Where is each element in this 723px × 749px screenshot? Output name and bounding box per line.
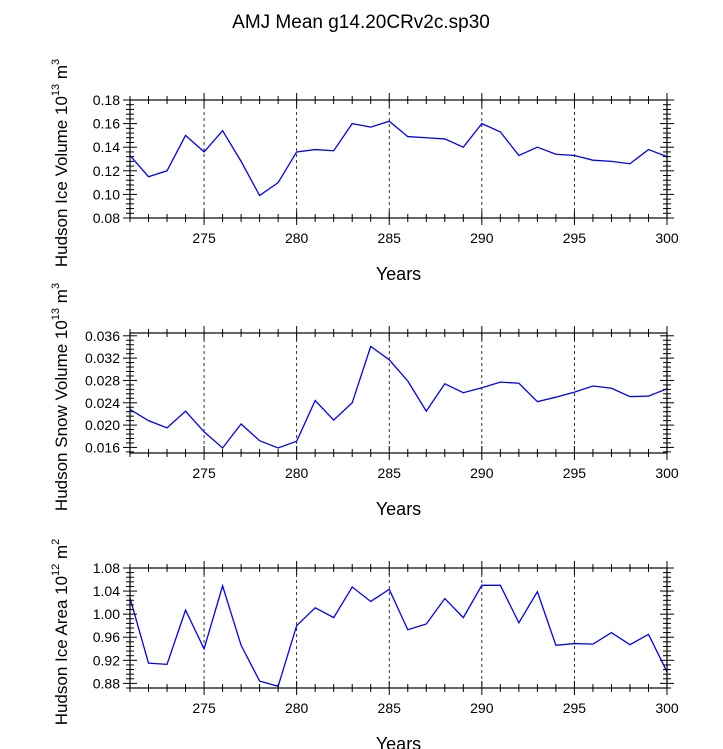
y-tick-label: 0.028 (85, 372, 120, 388)
x-tick-label: 280 (285, 700, 309, 716)
y-axis-title: Hudson Ice Area 1012 m2 (50, 539, 71, 726)
series-line (129, 120, 668, 197)
y-tick-label: 0.18 (93, 92, 120, 108)
y-axis-title-exp: 3 (50, 59, 62, 65)
y-tick-label: 0.020 (85, 417, 120, 433)
y-tick-label: 0.10 (93, 186, 120, 202)
chart-title: AMJ Mean g14.20CRv2c.sp30 (232, 12, 490, 33)
x-tick-label: 300 (655, 465, 679, 481)
x-axis-title: Years (376, 734, 421, 749)
y-tick-label: 0.032 (85, 350, 120, 366)
x-tick-label: 285 (378, 465, 402, 481)
x-tick-label: 275 (192, 465, 216, 481)
y-axis-title-main: Hudson Ice Volume 10 (52, 96, 71, 267)
x-tick-label: 295 (563, 700, 587, 716)
y-tick-label: 1.08 (93, 560, 120, 576)
x-tick-label: 275 (192, 700, 216, 716)
x-axis-title: Years (376, 499, 421, 519)
y-axis-title-unit: m (52, 545, 71, 564)
panel-2: 275 280 285 290 295 300 0.016 0.020 0.024 0.028 0.… (50, 283, 679, 519)
y-tick-label: 0.024 (85, 395, 120, 411)
y-tick-label: 0.08 (93, 210, 120, 226)
y-axis-title-unit: m (52, 289, 71, 308)
series-line (129, 345, 668, 449)
y-tick-label: 0.016 (85, 439, 120, 455)
x-tick-label: 295 (563, 465, 587, 481)
plot-frame (129, 99, 668, 219)
y-axis-title: Hudson Ice Volume 1013 m3 (50, 59, 71, 267)
y-axis-title-exp: 13 (50, 84, 62, 96)
x-tick-label: 285 (378, 700, 402, 716)
panel-1: 275 280 285 290 295 300 0.08 0.10 0.12 0.14 0.16 0.… (50, 59, 679, 284)
y-tick-label: 0.036 (85, 328, 120, 344)
x-tick-label: 290 (470, 700, 494, 716)
y-tick-label: 1.04 (93, 583, 120, 599)
y-axis-title-exp: 2 (50, 539, 62, 545)
y-axis-title-exp: 12 (50, 564, 62, 576)
x-tick-label: 300 (655, 700, 679, 716)
y-axis-title-unit: m (52, 65, 71, 84)
x-tick-label: 275 (192, 230, 216, 246)
y-tick-label: 0.16 (93, 116, 120, 132)
x-tick-label: 300 (655, 230, 679, 246)
panel-3: 275 280 285 290 295 300 0.88 0.92 0.96 1.00 1.04 1.… (50, 539, 679, 749)
y-tick-label: 0.14 (93, 139, 120, 155)
x-axis-title: Years (376, 264, 421, 284)
y-axis-title-main: Hudson Snow Volume 10 (52, 320, 71, 511)
y-tick-label: 0.92 (93, 652, 120, 668)
y-tick-label: 0.88 (93, 675, 120, 691)
x-tick-label: 290 (470, 465, 494, 481)
series-line (129, 583, 668, 688)
plot-frame (129, 332, 668, 454)
y-tick-label: 0.96 (93, 629, 120, 645)
y-axis-title: Hudson Snow Volume 1013 m3 (50, 283, 71, 511)
y-axis-title-exp: 13 (50, 308, 62, 320)
y-tick-label: 0.12 (93, 163, 120, 179)
x-tick-label: 280 (285, 465, 309, 481)
y-tick-label: 1.00 (93, 606, 120, 622)
y-axis-title-main: Hudson Ice Area 10 (52, 576, 71, 725)
x-tick-label: 295 (563, 230, 587, 246)
x-tick-label: 280 (285, 230, 309, 246)
x-tick-label: 285 (378, 230, 402, 246)
x-tick-label: 290 (470, 230, 494, 246)
y-axis-title-exp: 3 (50, 283, 62, 289)
